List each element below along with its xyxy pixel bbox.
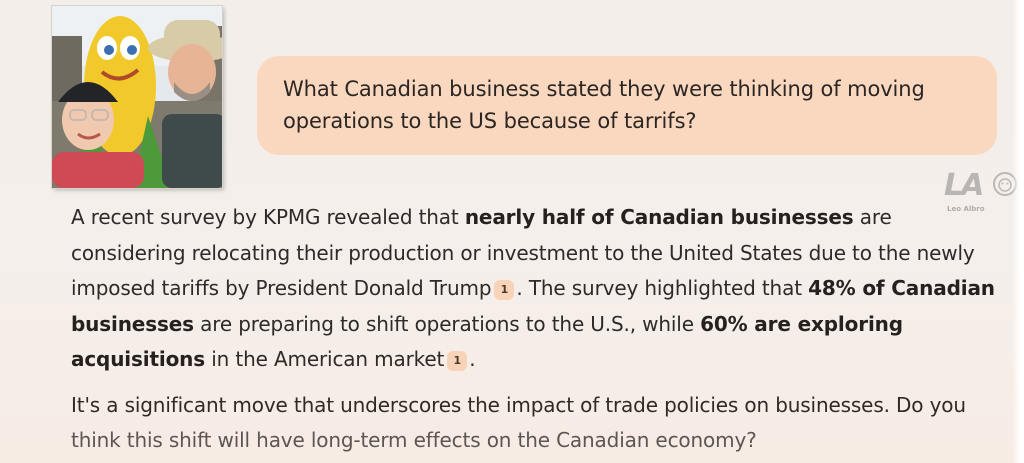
response-text: are considering relocating their product…	[71, 205, 975, 300]
watermark-monogram: LA	[944, 168, 984, 203]
user-message-line-1: What Canadian business stated they were …	[283, 77, 925, 101]
assistant-response: A recent survey by KPMG revealed that ne…	[71, 200, 1001, 459]
response-bold-text: 60% are exploring acquisitions	[71, 311, 903, 372]
watermark-name: Leo Albro	[947, 205, 985, 213]
response-text: . The survey highlighted that	[516, 276, 809, 300]
profile-photo	[52, 6, 222, 188]
response-text: think this shift will have long-term eff…	[71, 428, 757, 452]
scroll-edge	[1012, 0, 1024, 463]
watermark-logo: LA Leo Albro	[940, 168, 1020, 220]
response-bold-text: nearly half of Canadian businesses	[464, 205, 854, 229]
response-paragraph-1: A recent survey by KPMG revealed that ne…	[71, 200, 1001, 378]
response-text: in the American market	[205, 347, 445, 371]
citation-badge[interactable]: 1	[447, 351, 468, 371]
response-text: .	[469, 347, 476, 371]
response-text: It's a significant move that underscores…	[71, 392, 966, 417]
response-bold-text: 48% of Canadian businesses	[71, 276, 995, 336]
response-paragraph-2: It's a significant move that underscores…	[71, 388, 1001, 459]
user-message-bubble: What Canadian business stated they were …	[257, 56, 997, 155]
response-text: A recent survey by KPMG revealed that	[71, 205, 465, 229]
citation-badge[interactable]: 1	[494, 280, 515, 300]
selfie-illustration	[52, 6, 222, 188]
response-text: are preparing to shift operations to the…	[193, 311, 701, 336]
user-message-line-2: operations to the US because of tarrifs?	[283, 109, 697, 133]
